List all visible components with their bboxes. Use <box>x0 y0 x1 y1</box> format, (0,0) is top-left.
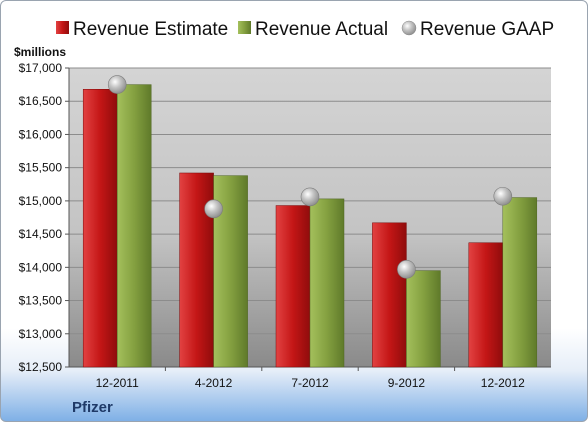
y-tick-label: $14,000 <box>19 260 63 274</box>
y-tick-label: $15,000 <box>19 194 63 208</box>
legend-swatch-gaap <box>401 20 417 36</box>
legend-label-estimate: Revenue Estimate <box>73 19 228 40</box>
bar-revenue-actual <box>116 84 152 368</box>
legend-label-actual: Revenue Actual <box>255 19 388 40</box>
y-tick-label: $13,500 <box>19 294 63 308</box>
company-name: Pfizer <box>72 399 113 416</box>
x-tick-label: 12-2012 <box>481 376 525 390</box>
bar-revenue-actual <box>309 198 345 368</box>
legend-label-gaap: Revenue GAAP <box>420 19 554 40</box>
y-tick-label: $17,000 <box>19 61 63 75</box>
unit-label: $millions <box>14 45 66 59</box>
point-revenue-gaap <box>397 260 416 279</box>
point-revenue-gaap <box>300 187 320 207</box>
y-tick-label: $15,500 <box>19 161 63 175</box>
y-tick-label: $12,500 <box>19 360 63 374</box>
plot-area: $17,000 $16,500 $16,000 $15,500 $15,000 $14,5… <box>19 61 551 390</box>
x-tick-label: 9-2012 <box>388 376 426 390</box>
bar-revenue-estimate <box>275 205 311 368</box>
legend-swatch-estimate <box>56 21 69 34</box>
point-revenue-gaap <box>493 186 513 206</box>
bar-revenue-actual <box>406 270 441 368</box>
point-revenue-gaap <box>204 199 223 219</box>
bar-revenue-actual <box>502 197 538 368</box>
point-revenue-gaap <box>107 75 127 94</box>
legend-swatch-actual <box>238 21 251 34</box>
x-tick-label: 7-2012 <box>291 376 329 390</box>
y-tick-label: $13,000 <box>19 327 63 341</box>
x-tick-label: 4-2012 <box>195 376 233 390</box>
bar-revenue-estimate <box>468 242 504 368</box>
y-tick-label: $16,000 <box>19 127 63 141</box>
y-tick-label: $14,500 <box>19 227 63 241</box>
y-tick-label: $16,500 <box>19 94 63 108</box>
bar-revenue-estimate <box>82 89 118 368</box>
legend: Revenue Estimate Revenue Actual Revenue … <box>56 19 554 40</box>
bar-revenue-estimate <box>372 222 407 368</box>
x-tick-label: 12-2011 <box>96 376 139 390</box>
